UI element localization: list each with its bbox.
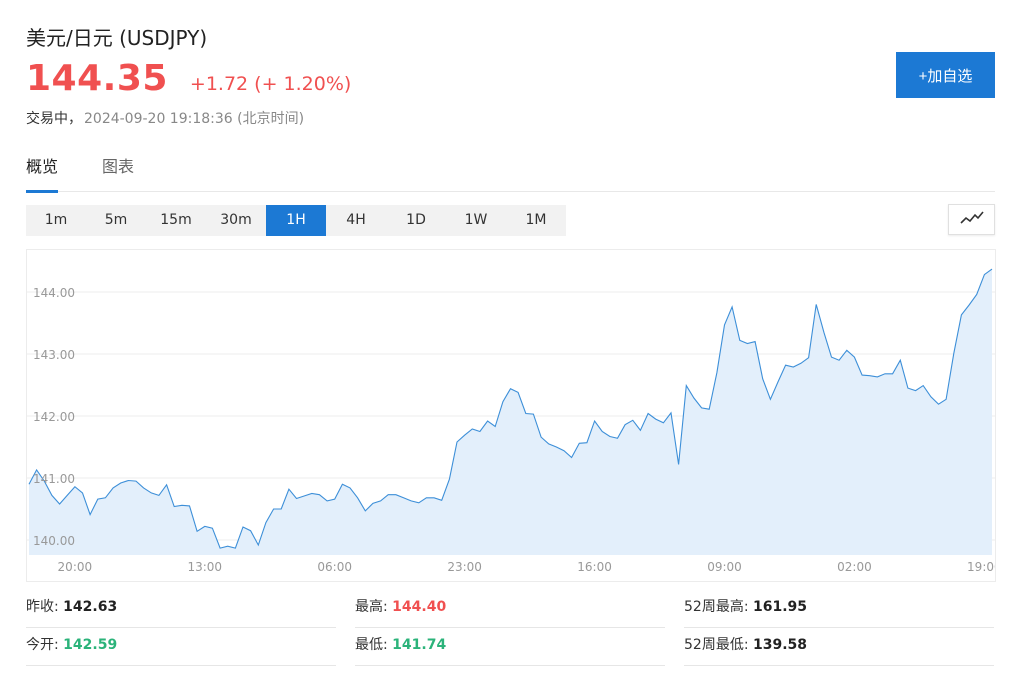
x-tick-label: 09:00 — [707, 560, 742, 574]
stat-52w-low: 52周最低: 139.58 — [684, 628, 994, 666]
x-tick-label: 06:00 — [317, 560, 352, 574]
period-button-1w[interactable]: 1W — [464, 212, 488, 228]
y-tick-label: 143.00 — [33, 348, 75, 362]
x-tick-label: 02:00 — [837, 560, 872, 574]
stat-value: 142.59 — [63, 637, 118, 653]
series-area — [29, 269, 992, 555]
stat-value: 139.58 — [752, 637, 808, 653]
stat-open: 今开: 142.59 — [26, 628, 336, 666]
x-tick-label: 13:00 — [187, 560, 222, 574]
line-chart-icon — [959, 210, 984, 229]
stat-prev-close: 昨收: 142.63 — [26, 590, 336, 628]
period-button-1d[interactable]: 1D — [406, 212, 426, 228]
page-title: 美元/日元 (USDJPY) — [26, 26, 208, 50]
timestamp: 2024-09-20 19:18:36 (北京时间) — [84, 111, 305, 127]
price-change: +1.72 (+ 1.20%) — [190, 73, 351, 95]
x-tick-label: 16:00 — [577, 560, 612, 574]
period-button-4h[interactable]: 4H — [346, 212, 366, 228]
stat-label: 52周最低: — [684, 637, 749, 653]
stat-label: 今开: — [26, 637, 59, 653]
y-tick-label: 141.00 — [33, 472, 75, 486]
add-to-watchlist-button[interactable]: +加自选 — [896, 52, 995, 98]
x-tick-label: 20:00 — [58, 560, 93, 574]
price-row: 144.35 +1.72 (+ 1.20%) — [26, 58, 351, 99]
tab-bar: 概览 图表 — [26, 150, 995, 193]
status-text: 交易中， — [26, 111, 82, 127]
period-button-1m[interactable]: 1M — [525, 212, 547, 228]
period-button-30m[interactable]: 30m — [220, 212, 252, 228]
stat-label: 昨收: — [26, 599, 59, 615]
y-tick-label: 144.00 — [33, 286, 75, 300]
stat-high: 最高: 144.40 — [355, 590, 665, 628]
stat-value: 142.63 — [63, 599, 118, 615]
change-value: +1.72 — [189, 73, 249, 95]
stat-value: 141.74 — [392, 637, 447, 653]
stat-52w-high: 52周最高: 161.95 — [684, 590, 994, 628]
stat-value: 144.40 — [392, 599, 447, 615]
stat-label: 52周最高: — [684, 599, 749, 615]
x-tick-label: 19:00 — [967, 560, 996, 574]
tab-0[interactable]: 概览 — [26, 150, 59, 193]
period-button-1m[interactable]: 1m — [44, 212, 68, 228]
tab-1[interactable]: 图表 — [102, 157, 135, 176]
price-chart-svg: 140.00 141.00 142.00 143.00 144.00 20:00 13:00… — [27, 268, 996, 574]
period-button-1h[interactable]: 1H — [266, 205, 326, 236]
current-price: 144.35 — [26, 58, 168, 99]
period-button-5m[interactable]: 5m — [104, 212, 128, 228]
stat-label: 最低: — [355, 637, 388, 653]
trading-status: 交易中， 2024-09-20 19:18:36 (北京时间) — [26, 108, 304, 128]
y-tick-label: 140.00 — [33, 534, 75, 548]
period-button-15m[interactable]: 15m — [160, 212, 192, 228]
x-tick-label: 23:00 — [447, 560, 482, 574]
y-tick-label: 142.00 — [33, 410, 75, 424]
stat-value: 161.95 — [752, 599, 808, 615]
chart-type-button[interactable] — [948, 204, 995, 235]
period-selector: 1m 5m 15m 30m 1H 4H 1D 1W 1M — [26, 205, 566, 236]
price-chart: 140.00 141.00 142.00 143.00 144.00 20:00 13:00… — [26, 249, 996, 582]
stat-label: 最高: — [355, 599, 388, 615]
series-line — [28, 268, 993, 549]
stat-low: 最低: 141.74 — [355, 628, 665, 666]
change-percent: (+ 1.20%) — [254, 73, 352, 95]
